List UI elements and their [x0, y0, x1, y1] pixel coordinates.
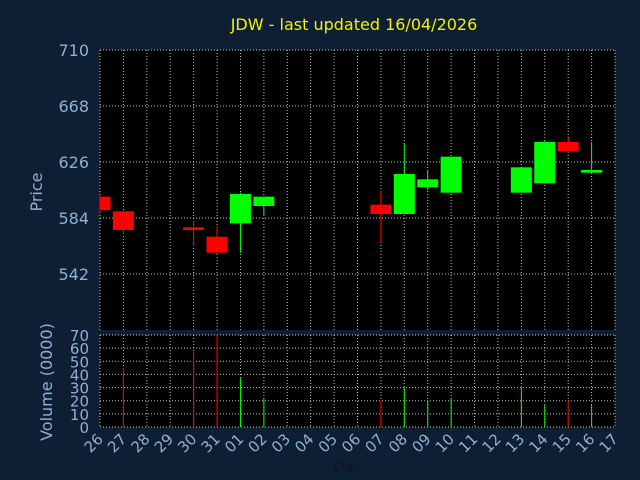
candle-body	[534, 142, 556, 184]
x-tick-label: 12	[479, 430, 505, 456]
volume-tick-label: 50	[70, 353, 89, 371]
price-tick-label: 626	[58, 153, 89, 172]
volume-tick-label: 70	[70, 327, 89, 345]
volume-axis-label: Volume (0000)	[37, 323, 56, 441]
candle-body	[393, 174, 415, 214]
candle-body	[183, 227, 205, 230]
volume-tick-label: 40	[70, 366, 89, 384]
x-tick-label: 09	[408, 430, 434, 456]
price-axis-label: Price	[27, 172, 46, 211]
candle-body	[370, 204, 392, 214]
chart-title: JDW - last updated 16/04/2026	[230, 15, 478, 34]
x-tick-label: 30	[174, 430, 200, 456]
candle-body	[581, 170, 603, 173]
x-tick-label: 15	[549, 430, 575, 456]
x-tick-label: 06	[338, 430, 364, 456]
x-tick-label: 13	[502, 430, 528, 456]
x-tick-label: 28	[127, 430, 153, 456]
candles	[99, 138, 603, 254]
volume-tick-label: 60	[70, 340, 89, 358]
x-tick-label: 03	[268, 430, 294, 456]
x-tick-label: 16	[572, 430, 598, 456]
price-tick-label: 710	[58, 41, 89, 60]
candle-body	[417, 179, 439, 188]
x-tick-label: 27	[104, 430, 130, 456]
candle-body	[100, 196, 111, 210]
x-tick-label: 08	[385, 430, 411, 456]
x-tick-label: 29	[151, 430, 177, 456]
candle-body	[510, 167, 532, 193]
candle-body	[112, 211, 134, 230]
candle-body	[229, 194, 251, 224]
volume-tick-label: 20	[70, 393, 89, 411]
x-tick-label: 31	[198, 430, 224, 456]
candle-body	[557, 142, 579, 152]
x-tick-label: 04	[291, 430, 317, 456]
candle-body	[206, 236, 228, 253]
volume-bars	[122, 335, 593, 427]
x-tick-label: 05	[315, 430, 341, 456]
x-axis-label: Day	[333, 458, 363, 476]
volume-tick-label: 0	[79, 419, 89, 437]
grid-lines	[99, 49, 616, 428]
x-tick-label: 01	[221, 430, 247, 456]
x-tick-label: 14	[525, 430, 551, 456]
x-tick-label: 07	[362, 430, 388, 456]
x-tick-label: 11	[455, 430, 481, 456]
price-tick-label: 584	[58, 209, 89, 228]
x-tick-label: 17	[596, 430, 622, 456]
x-tick-label: 02	[244, 430, 270, 456]
candle-body	[253, 196, 275, 206]
candle-body	[440, 156, 462, 193]
price-tick-label: 668	[58, 97, 89, 116]
x-tick-labels: 2627282930310102030405060708091011121314…	[81, 430, 622, 456]
x-tick-label: 10	[432, 430, 458, 456]
volume-tick-label: 30	[70, 380, 89, 398]
price-tick-label: 542	[58, 265, 89, 284]
volume-tick-label: 10	[70, 406, 89, 424]
